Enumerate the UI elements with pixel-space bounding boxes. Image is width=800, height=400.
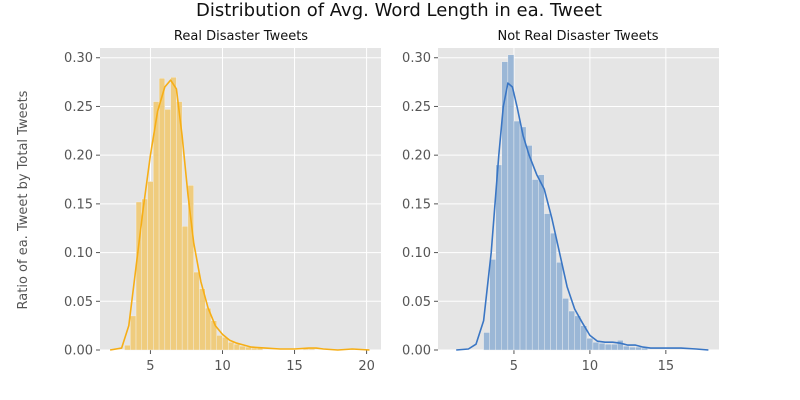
histogram-bars — [124, 77, 370, 351]
histogram-bar — [164, 109, 171, 351]
y-tick-label: 0.00 — [64, 344, 93, 359]
histogram-bar — [130, 315, 137, 351]
panel-title-real: Real Disaster Tweets — [174, 29, 308, 44]
panel-title-not-real: Not Real Disaster Tweets — [497, 29, 658, 44]
histogram-bar — [544, 213, 551, 351]
x-tick-label: 5 — [510, 359, 518, 374]
y-tick-label: 0.10 — [402, 246, 431, 261]
histogram-bar — [604, 343, 612, 351]
y-tick-label: 0.20 — [402, 149, 431, 164]
histogram-bar — [592, 342, 600, 351]
y-tick-label: 0.10 — [64, 246, 93, 261]
histogram-bar — [501, 61, 509, 351]
histogram-bar — [158, 77, 166, 351]
x-tick-label: 15 — [286, 359, 303, 374]
histogram-bar — [531, 179, 539, 351]
x-tick-label: 5 — [146, 359, 154, 374]
histogram-bar — [525, 145, 533, 351]
histogram-bar — [170, 77, 177, 351]
histogram-bar — [598, 342, 606, 351]
histogram-bar — [251, 347, 258, 351]
histogram-bar — [610, 343, 618, 351]
histogram-bar — [586, 338, 594, 351]
histogram-bar — [556, 262, 563, 351]
histogram-bar — [233, 343, 240, 351]
x-tick-label: 10 — [214, 359, 231, 374]
histogram-bar — [141, 198, 148, 351]
y-tick-label: 0.05 — [64, 295, 93, 310]
histogram-bar — [176, 101, 183, 351]
histogram-bar — [187, 185, 194, 351]
kde-line — [456, 82, 709, 351]
kde-line — [109, 79, 370, 351]
histogram-bar — [124, 344, 131, 351]
histogram-bar — [550, 232, 557, 351]
figure-suptitle: Distribution of Avg. Word Length in ea. … — [196, 0, 602, 21]
figure-y-axis-label: Ratio of ea. Tweet by Total Tweets — [16, 90, 31, 309]
histogram-bar — [629, 346, 636, 351]
x-tick-label: 15 — [658, 359, 675, 374]
histogram-bar — [239, 345, 246, 351]
y-tick-label: 0.25 — [402, 100, 431, 115]
histogram-bar — [147, 181, 154, 351]
histogram-bars — [483, 54, 648, 351]
y-tick-label: 0.15 — [402, 197, 431, 212]
y-tick-label: 0.00 — [402, 344, 431, 359]
plot-background — [438, 48, 719, 350]
histogram-bar — [199, 288, 206, 351]
histogram-bar — [153, 101, 160, 351]
histogram-bar — [513, 120, 521, 351]
histogram-bar — [489, 259, 496, 351]
histogram-bar — [308, 348, 315, 351]
x-tick-label: 10 — [582, 359, 599, 374]
histogram-bar — [507, 54, 515, 351]
y-tick-label: 0.30 — [64, 51, 93, 66]
histogram-bar — [483, 332, 490, 351]
panel-not-real-disaster: Not Real Disaster Tweets 0.00 0.05 0.10 0.1… — [402, 29, 719, 374]
histogram-bar — [228, 342, 235, 351]
y-tick-label: 0.05 — [402, 295, 431, 310]
y-tick-label: 0.15 — [64, 197, 93, 212]
y-tick-label: 0.30 — [402, 51, 431, 66]
y-tick-label: 0.20 — [64, 149, 93, 164]
histogram-bar — [193, 271, 200, 351]
y-tick-label: 0.25 — [64, 100, 93, 115]
histogram-bar — [635, 346, 642, 351]
histogram-bar — [562, 298, 569, 351]
histogram-bar — [519, 126, 527, 351]
histogram-bar — [538, 174, 545, 351]
histogram-bar — [216, 335, 223, 351]
histogram-bar — [568, 310, 575, 351]
panel-real-disaster: Real Disaster Tweets 0.00 0.05 0.10 0.15 0.2… — [64, 29, 381, 374]
histogram-bar — [181, 226, 189, 351]
x-tick-label: 20 — [358, 359, 375, 374]
histogram-bar — [623, 345, 630, 351]
histogram-bar — [574, 315, 581, 351]
histogram-bar — [617, 340, 624, 351]
